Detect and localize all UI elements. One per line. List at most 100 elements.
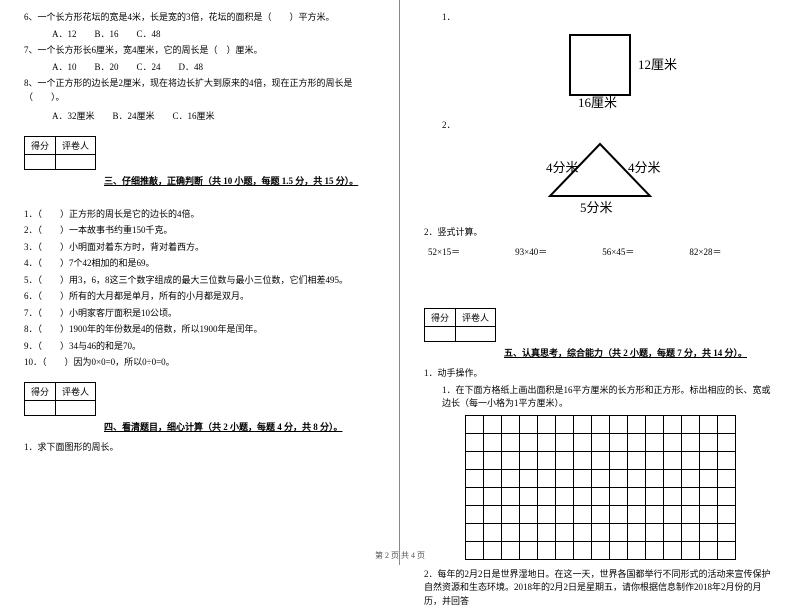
- calc-1: 52×15＝: [428, 246, 511, 260]
- grid-cell: [681, 433, 699, 451]
- grid-cell: [501, 523, 519, 541]
- grid-cell: [465, 451, 483, 469]
- grid-cell: [501, 487, 519, 505]
- grid-cell: [519, 451, 537, 469]
- grid-cell: [519, 505, 537, 523]
- grid-cell: [591, 523, 609, 541]
- grid-cell: [717, 433, 735, 451]
- score3-cell-a: 得分: [425, 309, 456, 327]
- score-cell-b: 评卷人: [56, 136, 96, 154]
- grid-cell: [465, 469, 483, 487]
- grid-cell: [663, 487, 681, 505]
- grid-cell: [483, 415, 501, 433]
- right-column: 1． 12厘米 16厘米 2． 4分米 4分米 5分米 2．竖式计算。 52×1…: [400, 0, 800, 565]
- grid-cell: [483, 505, 501, 523]
- grid-cell: [663, 415, 681, 433]
- mc-8: 8、一个正方形的边长是2厘米，现在将边长扩大到原来的4倍，现在正方形的周长是（ …: [24, 77, 375, 124]
- fig1-label: 1．: [424, 11, 776, 25]
- grid-cell: [573, 415, 591, 433]
- calc-2: 93×40＝: [515, 246, 598, 260]
- grid-cell: [717, 487, 735, 505]
- score3-blank-b: [456, 327, 496, 342]
- tf-item-4: 4．（ ）7个42相加的和是69。: [24, 257, 375, 271]
- grid-cell: [717, 505, 735, 523]
- tf-item-9: 9．（ ）34与46的和是70。: [24, 340, 375, 354]
- grid-cell: [645, 415, 663, 433]
- grid-cell: [573, 451, 591, 469]
- grid-cell: [699, 415, 717, 433]
- true-false-list: 1．（ ）正方形的周长是它的边长的4倍。2．（ ）一本故事书约重150千克。3．…: [24, 208, 375, 370]
- grid-cell: [501, 505, 519, 523]
- grid-cell: [645, 469, 663, 487]
- tf-item-2: 2．（ ）一本故事书约重150千克。: [24, 224, 375, 238]
- figure-square: 12厘米 16厘米: [424, 29, 776, 111]
- grid-cell: [681, 487, 699, 505]
- figure-triangle: 4分米 4分米 5分米: [424, 136, 776, 218]
- grid-cell: [663, 523, 681, 541]
- grid-cell: [537, 505, 555, 523]
- grid-cell: [483, 523, 501, 541]
- grid-cell: [645, 505, 663, 523]
- grid-cell: [519, 433, 537, 451]
- score2-cell-b: 评卷人: [56, 382, 96, 400]
- grid-cell: [609, 433, 627, 451]
- mc-6: 6、一个长方形花坛的宽是4米，长是宽的3倍，花坛的面积是（ ）平方米。 A．12…: [24, 11, 375, 41]
- grid-cell: [717, 469, 735, 487]
- grid-cell: [717, 415, 735, 433]
- grid-cell: [483, 469, 501, 487]
- grid-cell: [537, 415, 555, 433]
- grid-cell: [609, 523, 627, 541]
- grid-cell: [699, 487, 717, 505]
- section-3-header: 得分评卷人: [24, 136, 375, 170]
- mc-7: 7、一个长方形长6厘米，宽4厘米，它的周长是（ ）厘米。 A．10 B．20 C…: [24, 44, 375, 74]
- grid-cell: [645, 433, 663, 451]
- grid-cell: [627, 469, 645, 487]
- grid-cell: [591, 505, 609, 523]
- grid-cell: [573, 433, 591, 451]
- grid-paper: [465, 415, 736, 560]
- grid-cell: [465, 415, 483, 433]
- grid-cell: [717, 523, 735, 541]
- tf-item-7: 7．（ ）小明家客厅面积是10公顷。: [24, 307, 375, 321]
- grid-cell: [519, 487, 537, 505]
- grid-cell: [465, 487, 483, 505]
- grid-cell: [573, 523, 591, 541]
- grid-cell: [699, 469, 717, 487]
- grid-cell: [699, 433, 717, 451]
- grid-cell: [537, 451, 555, 469]
- grid-cell: [609, 469, 627, 487]
- q5-1: 1．动手操作。: [424, 367, 776, 381]
- grid-cell: [483, 433, 501, 451]
- grid-cell: [663, 433, 681, 451]
- grid-cell: [627, 505, 645, 523]
- grid-cell: [645, 451, 663, 469]
- grid-cell: [573, 487, 591, 505]
- fig2-label: 2．: [424, 119, 776, 133]
- tri-left-label: 4分米: [546, 160, 579, 175]
- grid-cell: [555, 433, 573, 451]
- tf-item-8: 8．（ ）1900年的年份数是4的倍数，所以1900年是闰年。: [24, 323, 375, 337]
- grid-cell: [465, 505, 483, 523]
- calc-4: 82×28＝: [689, 246, 772, 260]
- score-blank-a: [25, 154, 56, 169]
- grid-cell: [699, 451, 717, 469]
- grid-cell: [645, 523, 663, 541]
- mc-6-options: A．12 B．16 C．48: [24, 28, 375, 42]
- section-4-title: 四、看清题目，细心计算（共 2 小题，每题 4 分，共 8 分）。: [24, 420, 375, 433]
- square-bottom-label: 16厘米: [578, 95, 617, 109]
- calc-3: 56×45＝: [602, 246, 685, 260]
- tri-right-label: 4分米: [628, 160, 661, 175]
- grid-cell: [663, 469, 681, 487]
- score2-blank-a: [25, 400, 56, 415]
- grid-cell: [699, 505, 717, 523]
- grid-cell: [501, 433, 519, 451]
- grid-cell: [663, 451, 681, 469]
- grid-cell: [627, 433, 645, 451]
- grid-cell: [609, 487, 627, 505]
- mc-6-stem: 6、一个长方形花坛的宽是4米，长是宽的3倍，花坛的面积是（ ）平方米。: [24, 11, 375, 25]
- tf-item-1: 1．（ ）正方形的周长是它的边长的4倍。: [24, 208, 375, 222]
- square-side-label: 12厘米: [638, 57, 677, 72]
- page-footer: 第 2 页 共 4 页: [0, 550, 800, 561]
- grid-cell: [627, 415, 645, 433]
- grid-cell: [591, 433, 609, 451]
